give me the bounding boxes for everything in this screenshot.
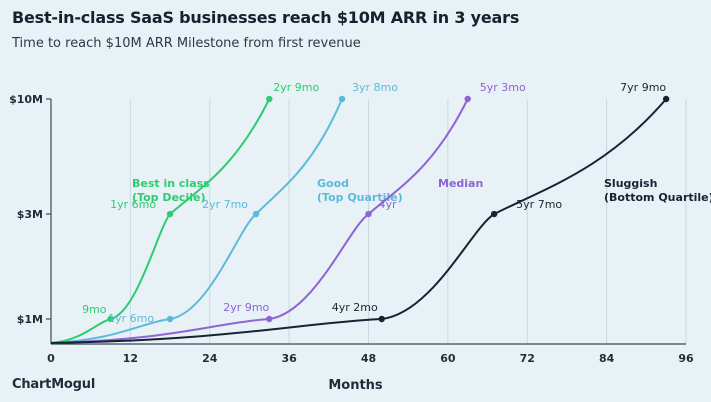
series-name-label: Sluggish [604,177,657,190]
x-tick-label: 12 [123,352,138,365]
x-tick-label: 60 [440,352,456,365]
data-label: 5yr 3mo [480,81,526,94]
chart-subtitle: Time to reach $10M ARR Milestone from fi… [12,36,361,51]
data-point [338,95,346,103]
data-point [378,315,385,323]
series-name-label: (Bottom Quartile) [604,191,711,204]
series-line [50,98,667,344]
data-point [166,210,174,218]
data-label: 1yr 6mo [110,198,156,211]
series-name-label: Median [438,177,483,190]
series-name-label: Best in class [132,177,210,190]
series-name-label: (Top Quartile) [317,191,403,204]
data-point [252,210,260,218]
data-label: 5yr 7mo [516,198,562,211]
data-label: 2yr 9mo [223,301,269,314]
data-label: 2yr 9mo [273,81,319,94]
x-tick-label: 96 [678,352,694,365]
data-point [266,95,273,103]
x-tick-label: 48 [361,352,376,365]
series-line [50,98,343,344]
chart-title: Best-in-class SaaS businesses reach $10M… [12,8,520,27]
y-tick-label: $3M [17,208,43,221]
chartmogul-logo: ChartMogul [12,377,96,392]
data-point [464,95,471,103]
x-tick-label: 0 [47,352,55,365]
x-tick-label: 72 [520,352,535,365]
data-point [662,95,670,103]
data-point [166,315,174,323]
data-point [365,210,372,218]
x-tick-label: 24 [202,352,218,365]
y-tick-label: $1M [17,313,43,326]
series-line [50,98,469,344]
data-label: 7yr 9mo [620,81,666,94]
data-label: 1yr 6mo [108,312,154,325]
x-axis-label: Months [328,378,383,393]
data-label: 4yr [379,198,398,211]
series-name-label: Good [317,177,349,190]
x-tick-label: 36 [281,352,297,365]
series-line [50,98,271,344]
data-label: 2yr 7mo [202,198,248,211]
data-label: 3yr 8mo [352,81,398,94]
data-point [107,315,114,323]
data-point [490,210,498,218]
data-label: 9mo [82,303,107,316]
data-label: 4yr 2mo [332,301,378,314]
y-tick-label: $10M [9,93,43,106]
series-name-label: (Top Decile) [132,191,205,204]
data-point [266,315,273,323]
x-tick-label: 84 [599,352,615,365]
